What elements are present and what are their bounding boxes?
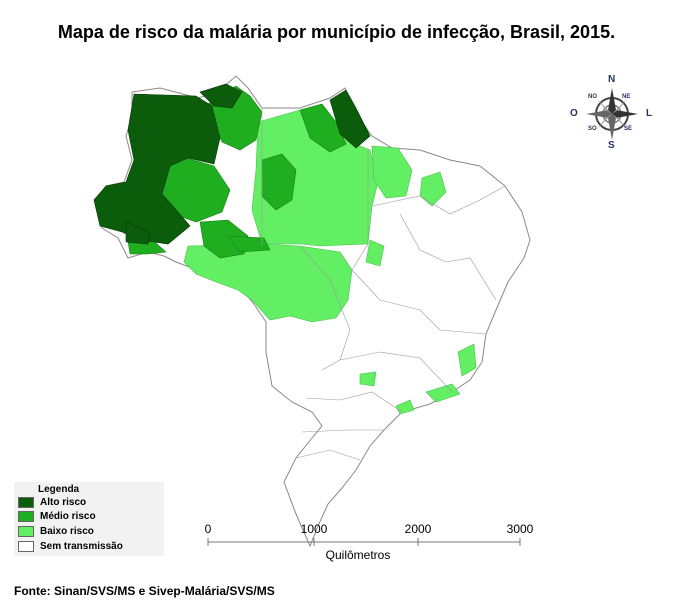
scale-tick-label: 0 <box>204 522 212 536</box>
legend-item-medio: Médio risco <box>18 510 96 522</box>
compass-icon <box>586 88 638 140</box>
legend-label: Sem transmissão <box>40 540 123 552</box>
compass-southwest: SO <box>588 126 597 132</box>
spot-baixo-sp <box>395 399 415 415</box>
legend-swatch <box>18 496 34 508</box>
region-medio-amapa <box>299 103 347 153</box>
region-alto-amazonas <box>93 93 221 245</box>
spot-baixo-mt <box>365 239 385 267</box>
scale-tick-label: 1000 <box>300 522 328 536</box>
compass-south: S <box>608 140 615 151</box>
legend-label: Alto risco <box>40 496 87 508</box>
spot-baixo-rj <box>425 383 461 403</box>
legend-title: Legenda <box>38 484 80 495</box>
scale-ruler <box>207 538 521 546</box>
compass-east: L <box>646 108 653 119</box>
legend-swatch <box>18 525 34 537</box>
region-alto-southwest-strip <box>125 221 151 245</box>
state-border <box>339 351 453 393</box>
compass-west: O <box>570 108 578 119</box>
legend-label: Médio risco <box>40 510 96 522</box>
legend-item-sem: Sem transmissão <box>18 540 123 552</box>
region-medio-mt <box>227 235 271 253</box>
spot-baixo-es <box>457 343 477 377</box>
legend: Legenda Alto risco Médio risco Baixo ris… <box>14 482 164 556</box>
state-border <box>351 269 487 335</box>
compass-northwest: NO <box>588 94 597 100</box>
region-alto-amapa <box>329 89 371 149</box>
compass-rose: N S L O NE NO SE SO <box>566 74 658 152</box>
state-border <box>295 449 361 461</box>
state-border <box>371 185 506 215</box>
legend-swatch <box>18 510 34 522</box>
legend-label: Baixo risco <box>40 525 94 537</box>
source-note: Fonte: Sinan/SVS/MS e Sivep-Malária/SVS/… <box>14 584 275 598</box>
scale-tick-label: 2000 <box>404 522 432 536</box>
legend-swatch <box>18 540 34 552</box>
state-border <box>299 245 351 371</box>
scale-bar: 0 1000 2000 3000 Quilômetros <box>200 520 534 566</box>
state-border <box>399 213 497 301</box>
state-border <box>351 150 369 271</box>
spot-baixo-piaui <box>419 171 447 207</box>
scale-tick-label: 3000 <box>506 522 534 536</box>
map-title: Mapa de risco da malária por município d… <box>57 22 616 42</box>
compass-north: N <box>608 74 616 85</box>
compass-northeast: NE <box>622 94 631 100</box>
region-alto-north <box>199 83 243 109</box>
spot-baixo-go <box>359 371 377 387</box>
state-border <box>301 429 384 433</box>
state-border <box>305 391 403 413</box>
scale-unit: Quilômetros <box>325 548 391 562</box>
compass-southeast: SE <box>624 126 633 132</box>
region-medio-rondonia <box>199 219 249 259</box>
region-baixo-maranhao <box>371 145 413 199</box>
legend-item-alto: Alto risco <box>18 496 86 508</box>
region-baixo-southwest <box>183 243 353 323</box>
legend-item-baixo: Baixo risco <box>18 525 94 537</box>
